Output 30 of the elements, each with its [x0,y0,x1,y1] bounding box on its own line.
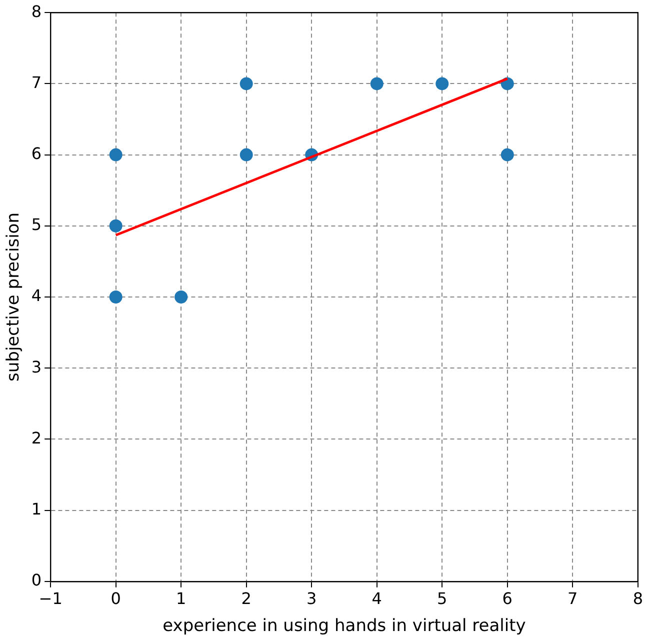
x-axis-title: experience in using hands in virtual reality [162,616,526,636]
y-tick-label: 5 [31,215,42,234]
point [240,148,253,162]
y-tick-label: 3 [31,357,42,376]
point [109,290,122,304]
y-tick-label: 8 [31,2,42,21]
point [109,148,122,162]
x-tick-label: 5 [437,589,448,608]
y-axis-title: subjective precision [4,212,24,382]
point [500,148,514,162]
y-tick-label: 7 [31,72,42,92]
point [370,77,384,90]
x-tick-label: 4 [372,589,382,608]
point [436,77,449,90]
x-tick-label: 1 [176,589,186,608]
point [240,77,253,90]
x-tick-label: −1 [38,589,62,608]
y-tick-label: 1 [31,499,42,518]
y-tick-label: 4 [31,286,42,306]
x-tick-label: 2 [241,589,252,608]
x-tick-label: 7 [568,589,578,608]
y-tick-label: 2 [31,428,42,448]
point [109,219,122,232]
x-tick-label: 8 [632,589,644,608]
x-tick-label: 3 [306,589,317,608]
y-tick-label: 0 [31,570,42,590]
point [174,290,188,304]
y-tick-label: 6 [31,144,42,163]
x-tick-label: 0 [110,589,121,608]
x-tick-label: 6 [502,589,512,608]
